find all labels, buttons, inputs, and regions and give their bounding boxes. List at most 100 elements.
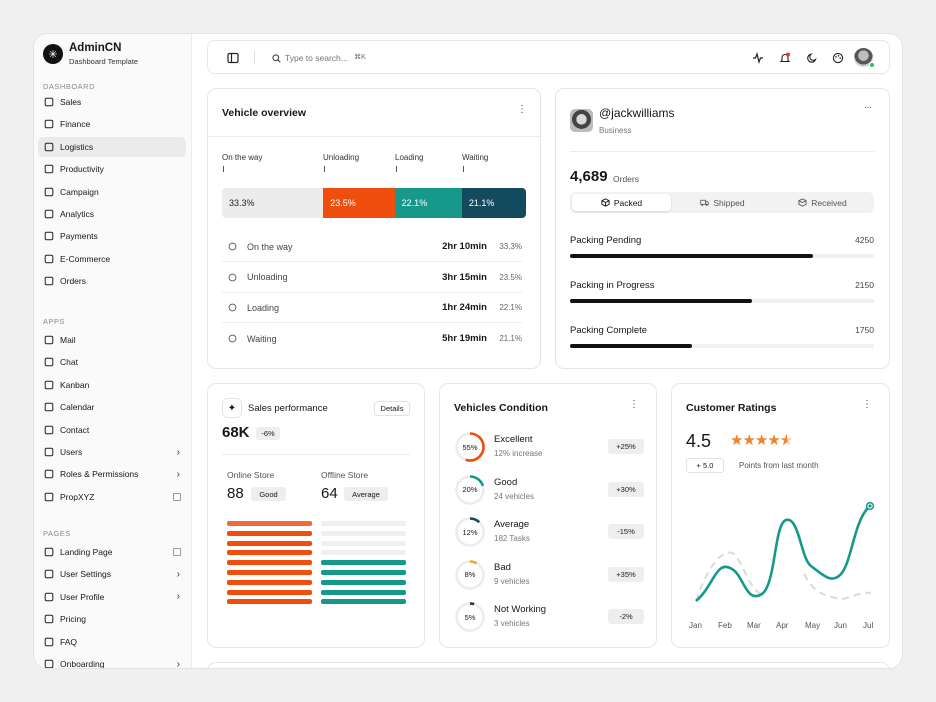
card-title: Customer Ratings <box>686 402 777 414</box>
sidebar-item-roles-permissions[interactable]: Roles & Permissions › <box>38 464 186 484</box>
sidebar-item-propxyz[interactable]: PropXYZ <box>38 487 186 507</box>
online-store-badge: Good <box>251 487 286 501</box>
sidebar-item-e-commerce[interactable]: E-Commerce <box>38 249 186 269</box>
packing-row: Packing Pending 4250 <box>570 235 874 258</box>
sparkles-icon: ✦ <box>222 398 242 418</box>
progress-ring <box>455 474 485 505</box>
moon-icon[interactable] <box>806 52 818 64</box>
nav-section-pages: PAGES <box>43 529 71 538</box>
tab-received[interactable]: Received <box>773 194 872 211</box>
condition-name: Bad <box>494 561 511 573</box>
profile-card: @jackwilliams Business ··· 4,689 Orders … <box>555 88 890 369</box>
box-icon <box>601 198 610 207</box>
condition-sub: 3 vehicles <box>494 619 530 628</box>
segment-on-the-way: 33.3% <box>222 188 324 218</box>
row-time: 3hr 15min <box>442 271 487 283</box>
sidebar-item-faq[interactable]: FAQ <box>38 632 186 652</box>
row-percent: 23.5% <box>499 272 522 282</box>
row-percent: 33.3% <box>499 242 522 251</box>
sidebar-item-logistics[interactable]: Logistics <box>38 136 186 157</box>
condition-item-bad: 8% Bad 9 vehicles +35% <box>454 559 644 595</box>
more-options-icon[interactable]: ··· <box>864 102 872 113</box>
nav-icon <box>44 614 54 624</box>
row-name: Waiting <box>247 333 277 344</box>
details-button[interactable]: Details <box>374 401 410 416</box>
vehicle-status-row: Unloading 3hr 15min 23.5% <box>222 263 522 293</box>
online-bar <box>227 550 312 556</box>
label-tick <box>396 166 397 172</box>
condition-name: Good <box>494 476 518 488</box>
condition-item-excellent: 55% Excellent 12% increase +25% <box>454 431 644 467</box>
more-options-icon[interactable]: ⋮ <box>862 399 872 410</box>
sidebar-item-analytics[interactable]: Analytics <box>38 204 186 224</box>
nav-icon <box>44 592 54 602</box>
sidebar-item-users[interactable]: Users › <box>38 442 186 462</box>
sidebar-item-finance[interactable]: Finance <box>38 114 186 134</box>
sidebar-item-orders[interactable]: Orders <box>38 271 186 291</box>
sidebar-item-label: Sales <box>60 97 82 107</box>
sidebar-toggle-icon[interactable] <box>227 52 239 64</box>
palette-icon[interactable] <box>832 52 844 64</box>
tab-label: Packed <box>613 197 643 208</box>
sidebar-item-pricing[interactable]: Pricing <box>38 609 186 629</box>
tab-packed[interactable]: Packed <box>572 194 671 211</box>
condition-item-good: 20% Good 24 vehicles +30% <box>454 474 644 510</box>
truck-icon <box>700 199 710 207</box>
online-bar <box>227 579 312 585</box>
brand[interactable]: ✳ AdminCN Dashboard Template <box>43 42 138 66</box>
condition-change: +35% <box>608 566 644 582</box>
row-time: 2hr 10min <box>442 241 487 252</box>
nav-section-dashboard: DASHBOARD <box>43 82 96 91</box>
more-options-icon[interactable]: ⋮ <box>629 399 639 410</box>
sidebar-item-productivity[interactable]: Productivity <box>38 159 186 179</box>
sidebar-item-label: User Profile <box>60 591 105 602</box>
sidebar-item-user-profile[interactable]: User Profile › <box>38 587 186 607</box>
activity-icon[interactable] <box>752 52 764 64</box>
nav-icon <box>44 470 54 479</box>
condition-item-not-working: 5% Not Working 3 vehicles -2% <box>454 601 644 637</box>
sidebar-item-campaign[interactable]: Campaign <box>38 182 186 202</box>
app-window: ✳ AdminCN Dashboard Template DASHBOARD APP… <box>33 33 903 669</box>
sidebar-item-label: Users <box>60 447 83 457</box>
nav-icon <box>44 335 54 345</box>
sidebar-item-user-settings[interactable]: User Settings › <box>38 564 186 584</box>
sidebar-item-kanban[interactable]: Kanban <box>38 375 186 395</box>
sidebar-item-payments[interactable]: Payments <box>38 226 186 246</box>
sidebar-item-sales[interactable]: Sales <box>38 92 186 112</box>
sidebar-item-landing-page[interactable]: Landing Page <box>38 542 186 562</box>
offline-bar <box>321 540 406 546</box>
sidebar-item-label: Campaign <box>60 186 99 197</box>
search-input[interactable] <box>285 50 355 66</box>
packing-value: 4250 <box>855 235 874 245</box>
segment-waiting: 21.1% <box>461 188 526 218</box>
bell-icon[interactable] <box>779 52 791 64</box>
packing-value: 2150 <box>855 280 874 290</box>
bottom-card <box>207 662 890 668</box>
condition-sub: 24 vehicles <box>494 491 535 501</box>
profile-avatar <box>570 109 593 132</box>
card-title: Vehicles Condition <box>454 402 548 414</box>
more-options-icon[interactable]: ⋮ <box>517 104 527 115</box>
avatar[interactable] <box>854 48 875 68</box>
packing-progress-bar <box>570 299 874 303</box>
topbar: ⌘K <box>207 40 890 74</box>
chevron-right-icon: › <box>176 568 180 580</box>
sidebar-item-chat[interactable]: Chat <box>38 352 186 372</box>
status-icon <box>228 334 237 343</box>
sidebar-item-label: Calendar <box>60 402 95 413</box>
nav-icon <box>44 164 54 174</box>
offline-bar <box>321 560 406 566</box>
sidebar-item-calendar[interactable]: Calendar <box>38 397 186 417</box>
sidebar-item-mail[interactable]: Mail <box>38 330 186 350</box>
row-name: Unloading <box>247 272 288 282</box>
month-label: Jun <box>834 621 847 630</box>
sidebar-item-contact[interactable]: Contact <box>38 420 186 440</box>
nav-icon <box>44 276 54 286</box>
status-label-unloading: Unloading <box>323 153 360 162</box>
online-bar <box>227 570 312 575</box>
tab-shipped[interactable]: Shipped <box>673 194 772 211</box>
sidebar-item-label: Kanban <box>60 379 90 390</box>
sidebar-item-onboarding[interactable]: Onboarding › <box>38 654 186 668</box>
sidebar-item-label: Pricing <box>60 614 86 625</box>
sidebar-item-label: Landing Page <box>60 547 113 557</box>
